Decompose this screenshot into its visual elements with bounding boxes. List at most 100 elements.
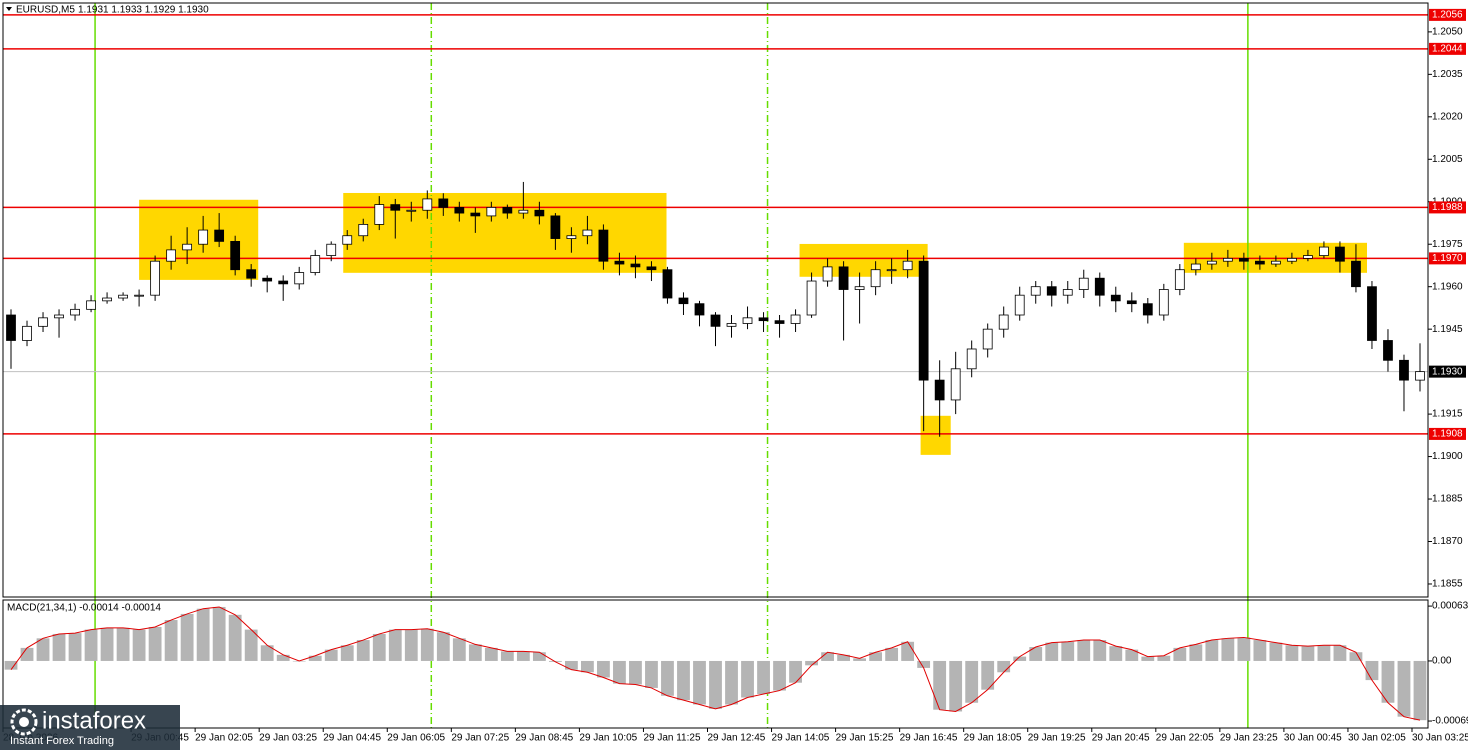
candle-body xyxy=(646,266,657,271)
macd-bar xyxy=(1253,640,1267,661)
candle-body xyxy=(150,260,160,296)
macd-bar xyxy=(516,651,530,661)
macd-bar xyxy=(725,660,738,705)
last-price-box xyxy=(1429,365,1466,378)
macd-bar xyxy=(276,654,290,661)
macd-bar xyxy=(997,660,1011,673)
macd-bar xyxy=(757,660,770,695)
macd-bar xyxy=(677,660,690,701)
macd-bar xyxy=(645,660,658,688)
candle-body xyxy=(630,263,641,268)
x-tick-label: 29 Jan 14:05 xyxy=(772,733,830,744)
axis-layer: 1.20501.20351.20201.20051.19901.19751.19… xyxy=(2,8,1468,744)
macd-bar xyxy=(68,633,82,661)
x-tick-label: 29 Jan 02:05 xyxy=(195,733,253,744)
macd-bar xyxy=(1365,660,1379,681)
last-price-label: 1.1930 xyxy=(1432,366,1463,377)
macd-bar xyxy=(901,641,915,661)
candle-body xyxy=(678,297,689,305)
level-label-box xyxy=(1429,427,1466,440)
y-tick-label: 1.1975 xyxy=(1432,239,1463,250)
symbol-menu-icon xyxy=(6,7,12,11)
candle-body xyxy=(1206,260,1217,265)
candle-body xyxy=(406,209,417,212)
macd-title: MACD(21,34,1) -0.00014 -0.00014 xyxy=(7,603,161,614)
macd-bar xyxy=(164,620,178,661)
x-tick-label: 29 Jan 19:25 xyxy=(1028,733,1086,744)
x-tick-label: 29 Jan 23:25 xyxy=(1220,733,1278,744)
macd-bar xyxy=(324,649,338,661)
candle-body xyxy=(454,207,465,214)
candle-body xyxy=(998,314,1009,330)
candle-body xyxy=(1094,277,1105,296)
candle-body xyxy=(502,207,513,214)
macd-bar xyxy=(1237,637,1251,661)
macd-bar xyxy=(212,606,226,661)
candle-body xyxy=(278,280,289,285)
y-tick-label: 1.2035 xyxy=(1432,69,1463,80)
main-panel-frame xyxy=(2,2,1429,598)
candle-body xyxy=(950,368,961,401)
macd-bar xyxy=(1125,649,1139,661)
candle-body xyxy=(342,235,353,245)
macd-bar xyxy=(581,660,594,673)
candle-body xyxy=(358,224,369,237)
macd-bar xyxy=(1397,660,1411,717)
macd-bar xyxy=(340,645,354,661)
candle-body xyxy=(470,212,481,217)
logo-icon-core xyxy=(19,717,29,727)
macd-signal-line xyxy=(10,606,1421,721)
candle-body xyxy=(566,235,577,239)
y-tick-label: 1.1855 xyxy=(1432,579,1463,590)
macd-bar xyxy=(1333,645,1347,661)
x-tick-label: 29 Jan 22:05 xyxy=(1156,733,1214,744)
logo-tagline: Instant Forex Trading xyxy=(10,735,114,747)
x-tick-label: 30 Jan 00:45 xyxy=(1284,733,1342,744)
candle-body xyxy=(6,314,16,341)
macd-bar xyxy=(1157,655,1171,661)
macd-bar xyxy=(20,647,34,661)
y-tick-label: 1.1960 xyxy=(1432,281,1463,292)
logo-icon xyxy=(10,708,38,736)
macd-bar xyxy=(981,660,995,690)
macd-bar xyxy=(949,660,963,712)
macd-bar xyxy=(741,660,754,698)
macd-bar xyxy=(420,628,434,661)
macd-bar xyxy=(468,644,482,661)
macd-bar xyxy=(228,614,242,661)
candle-body xyxy=(1303,255,1313,259)
logo: instaforex Instant Forex Trading xyxy=(0,705,180,750)
candle-body xyxy=(1383,340,1393,361)
macd-bar xyxy=(308,655,322,661)
candle-body xyxy=(1222,257,1233,262)
candle-body xyxy=(1174,269,1185,290)
candle-body xyxy=(326,243,337,256)
macd-bar xyxy=(452,638,466,661)
candle-body xyxy=(710,314,721,327)
level-label: 1.1970 xyxy=(1432,253,1463,264)
macd-bar xyxy=(1029,647,1043,661)
candle-body xyxy=(118,294,128,299)
candle-body xyxy=(870,269,881,288)
macd-bar xyxy=(629,660,642,685)
macd-bar xyxy=(180,613,194,661)
macd-bar xyxy=(36,638,50,661)
x-tick-label: 29 Jan 03:25 xyxy=(259,733,317,744)
candle-body xyxy=(534,209,545,217)
macd-panel-frame xyxy=(2,599,1429,729)
macd-bar xyxy=(965,660,979,703)
candle-body xyxy=(662,269,673,299)
macd-bar xyxy=(1093,640,1107,661)
candle-body xyxy=(134,294,144,297)
candle-body xyxy=(166,249,177,262)
macd-bar xyxy=(821,652,834,661)
candle-body xyxy=(102,297,112,302)
macd-bar xyxy=(1413,660,1427,721)
candle-body xyxy=(182,243,193,251)
level-label-box xyxy=(1429,8,1466,21)
x-tick-label: 29 Jan 07:25 xyxy=(451,733,509,744)
macd-bar xyxy=(132,629,146,661)
chart-subtitle: 1.1931 1.1933 1.1929 1.1930 xyxy=(78,5,209,16)
macd-bar xyxy=(148,626,162,661)
